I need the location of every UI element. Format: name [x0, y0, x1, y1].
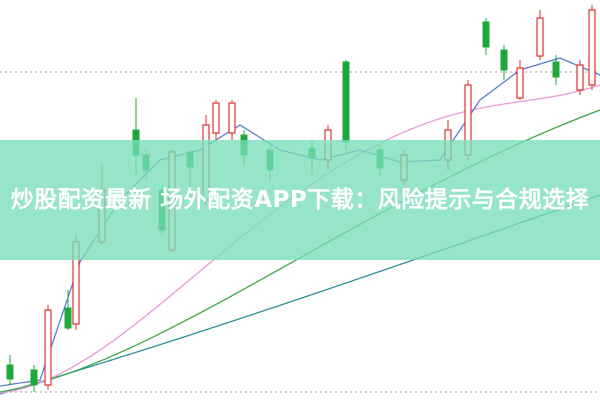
candle	[212, 102, 220, 134]
candle	[342, 61, 350, 143]
candle	[500, 49, 508, 71]
candle	[536, 17, 544, 57]
candle	[576, 64, 584, 91]
candle	[482, 21, 490, 48]
article-title: 炒股配资最新 场外配资APP下载：风险提示与合规选择	[10, 187, 590, 213]
title-banner: 炒股配资最新 场外配资APP下载：风险提示与合规选择	[0, 140, 600, 260]
candle	[228, 102, 236, 134]
candle	[552, 61, 560, 78]
candle	[6, 364, 14, 380]
candle	[516, 67, 524, 99]
candle	[64, 307, 72, 329]
candle	[30, 369, 38, 386]
candle	[44, 309, 52, 386]
candle	[588, 9, 596, 86]
